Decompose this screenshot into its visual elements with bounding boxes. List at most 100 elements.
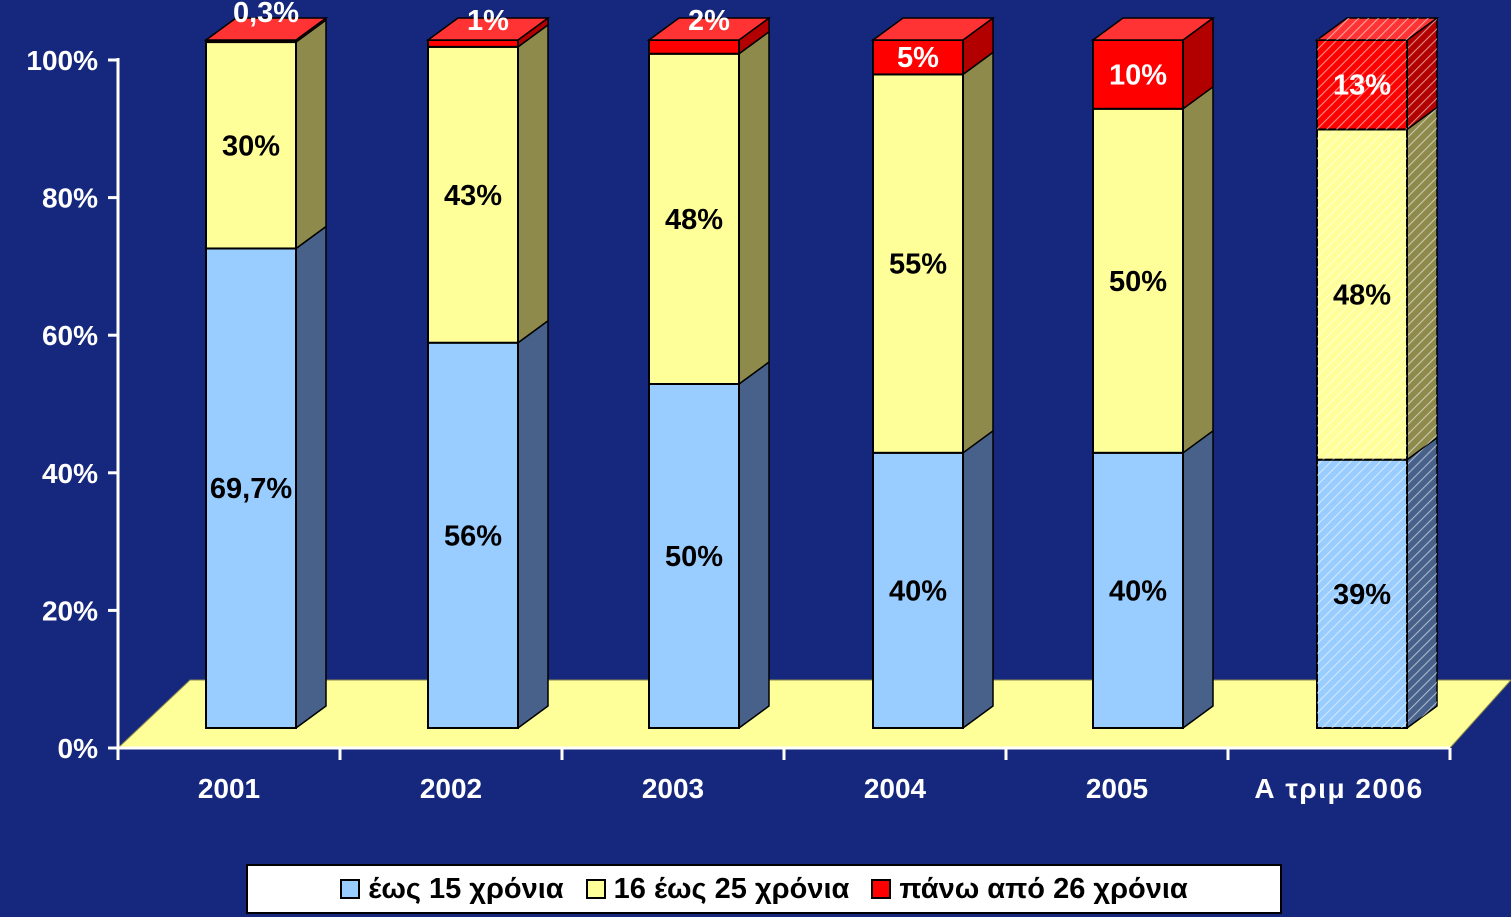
legend-label-16-to-25: 16 έως 25 χρόνια <box>613 872 850 905</box>
y-tick-label: 80% <box>42 183 98 214</box>
bar-segment-2004-s0[interactable] <box>872 430 994 729</box>
bar-segment-2004-s2-top <box>870 17 996 41</box>
bar-2006[interactable] <box>1314 17 1440 729</box>
data-label-2005-s0: 40% <box>1109 575 1167 607</box>
bar-segment-2002-s1-front <box>427 45 519 344</box>
bar-segment-2001-s1-front <box>205 41 297 250</box>
bar-segment-2004-s1[interactable] <box>872 51 994 454</box>
bar-segment-2006-s1-side-hatch <box>1407 107 1437 460</box>
bar-segment-2004-s2-front <box>872 39 964 76</box>
bar-segment-2001-s0[interactable] <box>205 225 327 730</box>
legend-item-16-to-25[interactable]: 16 έως 25 χρόνια <box>585 872 850 906</box>
bar-segment-2005-s2-top <box>1090 17 1216 41</box>
bar-segment-2002-s2-front <box>427 39 519 48</box>
bar-segment-2003-s2-front <box>648 39 740 55</box>
bar-segment-2004-s0-side <box>962 430 994 729</box>
bar-segment-2005-s1-front <box>1092 107 1184 454</box>
bar-segment-2005-s2-front <box>1092 39 1184 110</box>
bar-segment-2002-s0[interactable] <box>427 319 549 729</box>
bar-segment-2002-s0-side <box>517 319 549 729</box>
bar-segment-2006-s0-front-hatch <box>1317 459 1407 728</box>
data-label-2005-s1: 50% <box>1109 266 1167 298</box>
legend: έως 15 χρόνια 16 έως 25 χρόνια πάνω από … <box>246 864 1282 914</box>
bar-segment-2004-s2[interactable] <box>870 17 996 76</box>
y-tick-label: 100% <box>26 45 98 76</box>
legend-item-up-to-15[interactable]: έως 15 χρόνια <box>340 872 564 906</box>
bar-segment-2003-s2-top <box>646 17 772 41</box>
bar-segment-2001-s2[interactable] <box>203 17 329 44</box>
bar-segment-2006-s0-side-hatch <box>1407 437 1437 728</box>
legend-label-up-to-15: έως 15 χρόνια <box>368 872 564 905</box>
x-tick-label-2006: Α τριμ 2006 <box>1254 773 1423 804</box>
bar-segment-2003-s0-front <box>648 383 740 729</box>
bar-segment-2006-s2-top-hatch <box>1317 18 1437 40</box>
legend-item-over-26[interactable]: πάνω από 26 χρόνια <box>871 872 1188 906</box>
data-label-2002-s0: 56% <box>444 520 502 552</box>
bar-segment-2001-s2-top <box>203 17 329 41</box>
data-label-2006-s0: 39% <box>1333 579 1391 611</box>
data-label-2002-s1: 43% <box>444 180 502 212</box>
bar-segment-2002-s1-side <box>517 24 549 344</box>
bar-segment-2005-s0-side <box>1182 430 1214 729</box>
bar-segment-2003-s0-side <box>738 361 770 729</box>
data-label-2004-s2: 5% <box>897 42 939 74</box>
bar-segment-2005-s0-front <box>1092 451 1184 729</box>
bar-segment-2001-s1[interactable] <box>205 19 327 250</box>
bar-2003[interactable] <box>646 17 772 729</box>
legend-swatch-up-to-15 <box>340 879 361 899</box>
data-label-2006-s2: 13% <box>1333 70 1391 102</box>
bar-segment-2005-s2[interactable] <box>1090 17 1216 110</box>
bar-segment-2001-s1-side <box>295 19 327 250</box>
bar-segment-2001-s0-side <box>295 225 327 729</box>
x-tick-label-2005: 2005 <box>1086 773 1148 804</box>
bar-2004[interactable] <box>870 17 996 729</box>
y-tick-label: 40% <box>42 458 98 489</box>
legend-label-over-26: πάνω από 26 χρόνια <box>899 872 1188 905</box>
bar-segment-2002-s2-top <box>425 17 551 41</box>
data-label-2001-s1: 30% <box>222 130 280 162</box>
data-label-2001-s0: 69,7% <box>210 473 292 505</box>
bar-2002[interactable] <box>425 17 551 729</box>
bar-segment-2006-s2-front-hatch <box>1317 40 1407 130</box>
bar-segment-2002-s0-front <box>427 341 519 729</box>
bar-segment-2003-s1-front <box>648 52 740 385</box>
bar-segment-2002-s2[interactable] <box>425 17 551 48</box>
bar-segment-2006-s1-front-hatch <box>1317 129 1407 460</box>
bar-segment-2003-s0[interactable] <box>648 361 770 729</box>
x-tick-label-2002: 2002 <box>420 773 482 804</box>
bar-segment-2005-s1[interactable] <box>1092 86 1214 454</box>
data-label-2003-s0: 50% <box>665 541 723 573</box>
bar-segment-2003-s1-side <box>738 31 770 385</box>
data-label-2004-s0: 40% <box>889 575 947 607</box>
data-label-2001-s2: 0,3% <box>233 0 299 29</box>
bar-segment-2006-s2[interactable] <box>1314 17 1440 131</box>
bar-segment-2006-s1[interactable] <box>1316 106 1438 461</box>
data-label-2003-s1: 48% <box>665 204 723 236</box>
bar-segment-2006-s2-side-hatch <box>1407 18 1437 130</box>
y-tick-label: 20% <box>42 595 98 626</box>
data-label-2006-s1: 48% <box>1333 280 1391 312</box>
bar-2005[interactable] <box>1090 17 1216 729</box>
bar-segment-2005-s1-side <box>1182 86 1214 454</box>
x-tick-label-2004: 2004 <box>864 773 927 804</box>
bar-segment-2003-s2[interactable] <box>646 17 772 55</box>
data-label-2002-s2: 1% <box>467 5 509 37</box>
bar-2001[interactable] <box>203 17 329 730</box>
data-label-2004-s1: 55% <box>889 249 947 281</box>
y-tick-label: 60% <box>42 320 98 351</box>
data-label-2005-s2: 10% <box>1109 59 1167 91</box>
bar-segment-2001-s0-front <box>205 247 297 730</box>
x-tick-label-2001: 2001 <box>198 773 260 804</box>
bar-segment-2004-s1-front <box>872 73 964 454</box>
y-tick-label: 0% <box>58 733 99 764</box>
legend-swatch-over-26 <box>871 879 892 899</box>
bar-segment-2006-s0[interactable] <box>1316 436 1438 729</box>
bar-segment-2004-s0-front <box>872 451 964 729</box>
bar-segment-2005-s0[interactable] <box>1092 430 1214 729</box>
chart-floor <box>116 679 1511 749</box>
bar-segment-2002-s1[interactable] <box>427 24 549 344</box>
bar-segment-2003-s1[interactable] <box>648 31 770 385</box>
x-tick-label-2003: 2003 <box>642 773 704 804</box>
